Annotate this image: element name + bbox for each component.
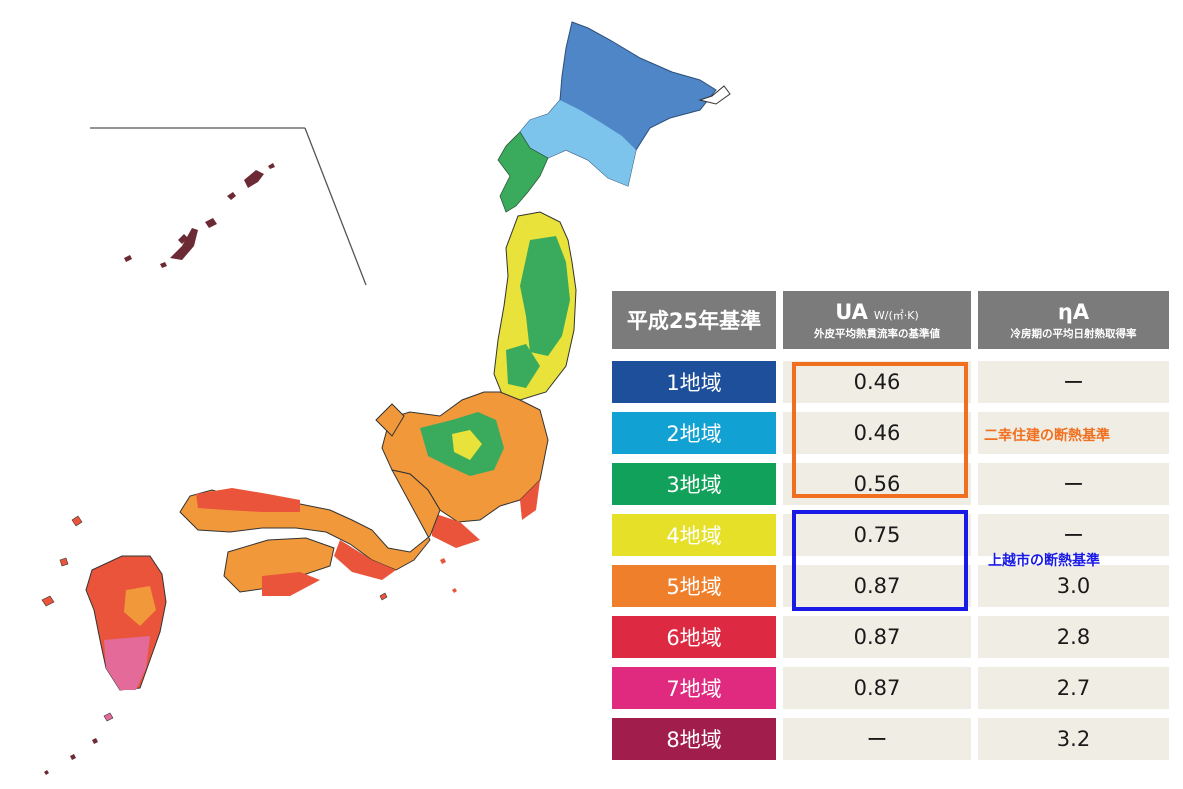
ua-value-8: ー	[783, 718, 971, 760]
zone-label-6: 6地域	[612, 616, 776, 658]
inset-frame-diagonal	[304, 127, 367, 286]
ua-value-6: 0.87	[783, 616, 971, 658]
eta-value-1: ー	[978, 361, 1169, 403]
ua-value-2: 0.46	[783, 412, 971, 454]
joetsu-standard-label: 上越市の断熱基準	[988, 553, 1100, 569]
nansei-islands	[124, 163, 275, 268]
nikou-standard-frame	[792, 362, 968, 498]
japan-climate-zone-map	[41, 21, 731, 775]
eta-value-5: 3.0	[978, 565, 1169, 607]
ua-value-7: 0.87	[783, 667, 971, 709]
ua-value-4: 0.75	[783, 514, 971, 556]
header-eta: ηA 冷房期の平均日射熱取得率	[978, 291, 1169, 349]
zone-label-8: 8地域	[612, 718, 776, 760]
eta-value-2	[978, 412, 1169, 454]
honshu	[179, 211, 577, 580]
zone-label-4: 4地域	[612, 514, 776, 556]
nikou-standard-label: 二幸住建の断熱基準	[984, 428, 1110, 444]
ua-value-1: 0.46	[783, 361, 971, 403]
header-ua: UA W/(㎡·K) 外皮平均熱貫流率の基準値	[783, 291, 971, 349]
header-standard-label: 平成25年基準	[626, 309, 762, 333]
header-ua-subtitle: 外皮平均熱貫流率の基準値	[814, 327, 940, 340]
eta-value-4: ー	[978, 514, 1169, 556]
header-ua-label: UA	[835, 299, 868, 324]
zone-label-3: 3地域	[612, 463, 776, 505]
eta-value-7: 2.7	[978, 667, 1169, 709]
zone-label-1: 1地域	[612, 361, 776, 403]
outlying-islands	[41, 515, 457, 775]
zone-label-5: 5地域	[612, 565, 776, 607]
header-eta-subtitle: 冷房期の平均日射熱取得率	[1010, 327, 1137, 340]
header-ua-unit: W/(㎡·K)	[873, 308, 919, 322]
eta-value-6: 2.8	[978, 616, 1169, 658]
hokkaido	[497, 21, 731, 213]
zone-label-2: 2地域	[612, 412, 776, 454]
shikoku	[223, 537, 335, 596]
kyushu	[85, 555, 167, 691]
eta-value-3: ー	[978, 463, 1169, 505]
zone-label-7: 7地域	[612, 667, 776, 709]
joetsu-standard-frame	[792, 510, 968, 611]
eta-value-8: 3.2	[978, 718, 1169, 760]
ua-value-3: 0.56	[783, 463, 971, 505]
ua-value-5: 0.87	[783, 565, 971, 607]
header-standard: 平成25年基準	[612, 291, 776, 349]
header-eta-label: ηA	[1057, 299, 1090, 324]
